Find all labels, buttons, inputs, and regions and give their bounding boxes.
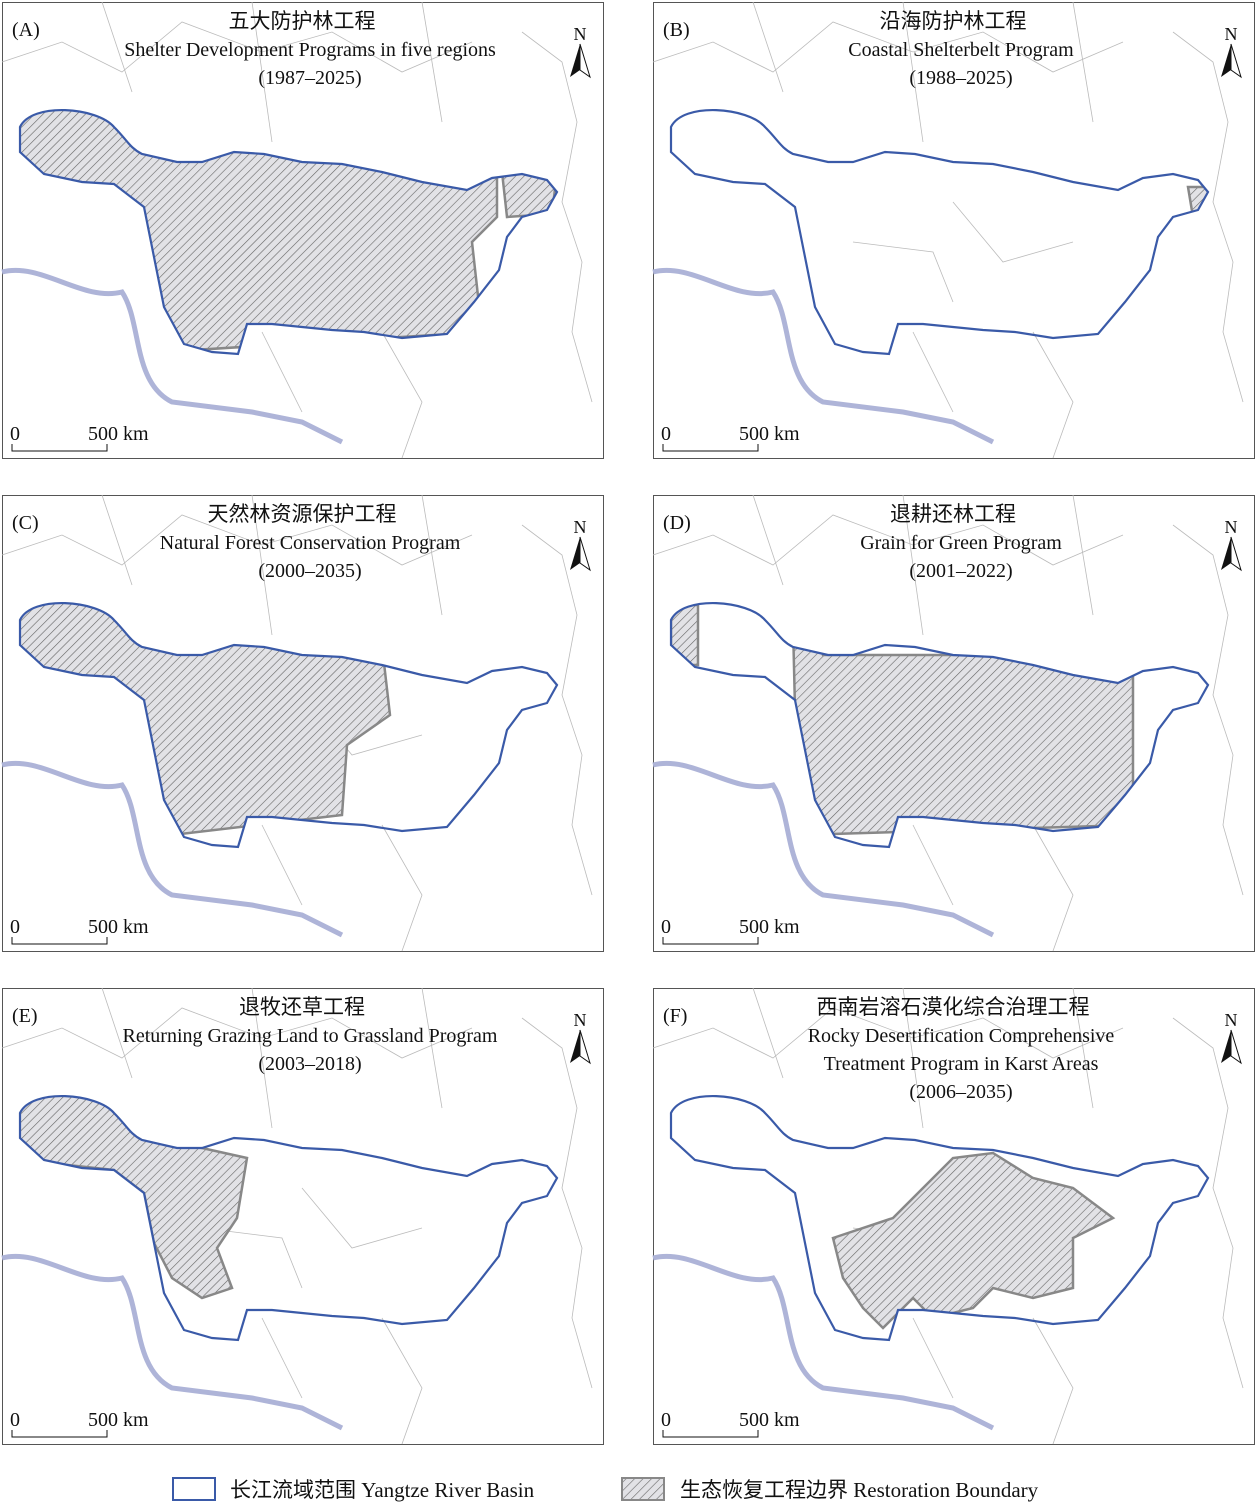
map-panel: (B) 沿海防护林工程 Coastal Shelterbelt Program (19…: [652, 1, 1255, 459]
north-arrow-half: [1230, 1029, 1242, 1065]
scale-start: 0: [10, 1409, 20, 1431]
basin-boundary: [18, 601, 559, 849]
north-arrow: [1221, 537, 1231, 570]
map-panel: (C) 天然林资源保护工程 Natural Forest Conservation …: [1, 494, 604, 952]
province-lines: [652, 1, 1244, 459]
north-label: N: [1225, 517, 1238, 537]
scale-end: 500 km: [88, 916, 149, 938]
map-panel: (D) 退耕还林工程 Grain for Green Program (2001–20…: [652, 494, 1255, 952]
panel-label: (E): [12, 1005, 38, 1027]
scale-end: 500 km: [739, 1409, 800, 1431]
province-lines: [1, 987, 593, 1445]
coastline: [652, 760, 995, 938]
coastline: [1, 760, 344, 938]
north-label: N: [574, 24, 587, 44]
scale-bar: [662, 1430, 759, 1438]
north-arrow-half: [1230, 43, 1242, 79]
title-cn: 退牧还草工程: [239, 995, 365, 1019]
basin-boundary: [18, 108, 559, 356]
title-years: (2001–2022): [909, 560, 1012, 582]
scale-start: 0: [661, 916, 671, 938]
title-years: (2003–2018): [258, 1053, 361, 1075]
scale-start: 0: [661, 1409, 671, 1431]
scale-start: 0: [10, 916, 20, 938]
map-panel: (A) 五大防护林工程 Shelter Development Programs i…: [1, 1, 604, 459]
scale-end: 500 km: [739, 423, 800, 445]
north-arrow: [570, 537, 580, 570]
title-years: (1988–2025): [909, 67, 1012, 89]
north-arrow: [570, 44, 580, 77]
basin-boundary: [18, 1094, 559, 1342]
panel-label: (C): [12, 512, 39, 534]
map-panel: (E) 退牧还草工程 Returning Grazing Land to Grass…: [1, 987, 604, 1445]
north-arrow-half: [579, 43, 591, 79]
north-arrow: [1221, 44, 1231, 77]
coastline: [652, 1253, 995, 1431]
north-arrow: [570, 1030, 580, 1063]
north-label: N: [1225, 1010, 1238, 1030]
title-cn: 天然林资源保护工程: [208, 502, 397, 526]
scale-end: 500 km: [88, 1409, 149, 1431]
north-arrow-half: [579, 1029, 591, 1065]
scale-end: 500 km: [739, 916, 800, 938]
title-en: Shelter Development Programs in five reg…: [124, 39, 496, 61]
title-en: Rocky Desertification Comprehensive: [808, 1025, 1115, 1047]
title-years: (1987–2025): [258, 67, 361, 89]
panel-frame: [2, 988, 604, 1445]
title-en: Natural Forest Conservation Program: [160, 532, 461, 554]
north-label: N: [574, 1010, 587, 1030]
title-en: Grain for Green Program: [860, 532, 1062, 554]
basin-boundary: [669, 1094, 1210, 1342]
scale-bar: [11, 937, 108, 945]
basin-boundary: [669, 601, 1210, 849]
coastline: [1, 267, 344, 445]
basin-boundary: [669, 108, 1210, 356]
north-arrow: [1221, 1030, 1231, 1063]
title-years: (2006–2035): [909, 1081, 1012, 1103]
scale-start: 0: [10, 423, 20, 445]
coastline: [1, 1253, 344, 1431]
title-en: Returning Grazing Land to Grassland Prog…: [123, 1025, 498, 1047]
panel-frame: [653, 2, 1255, 459]
north-arrow-half: [1230, 536, 1242, 572]
title-years: (2000–2035): [258, 560, 361, 582]
title-cn: 退耕还林工程: [890, 502, 1016, 526]
map-panel: (F) 西南岩溶石漠化综合治理工程 Rocky Desertification Co…: [652, 987, 1255, 1445]
scale-start: 0: [661, 423, 671, 445]
title-cn: 沿海防护林工程: [880, 9, 1027, 33]
panel-label: (F): [663, 1005, 687, 1027]
scale-bar: [662, 937, 759, 945]
title-cn: 五大防护林工程: [229, 9, 376, 33]
panel-label: (D): [663, 512, 691, 534]
title-en: Coastal Shelterbelt Program: [848, 39, 1074, 61]
title-en: Treatment Program in Karst Areas: [824, 1053, 1099, 1075]
legend-basin: 长江流域范围 Yangtze River Basin: [230, 1478, 535, 1502]
panel-label: (A): [12, 19, 40, 41]
scale-bar: [662, 444, 759, 452]
north-label: N: [1225, 24, 1238, 44]
north-arrow-half: [579, 536, 591, 572]
legend-restoration-swatch: [621, 1477, 665, 1501]
coastline: [652, 267, 995, 445]
scale-bar: [11, 1430, 108, 1438]
restoration-area: [831, 1151, 1116, 1330]
scale-end: 500 km: [88, 423, 149, 445]
panel-label: (B): [663, 19, 690, 41]
title-cn: 西南岩溶石漠化综合治理工程: [817, 995, 1090, 1019]
legend-restoration: 生态恢复工程边界 Restoration Boundary: [680, 1478, 1039, 1502]
north-label: N: [574, 517, 587, 537]
scale-bar: [11, 444, 108, 452]
legend-basin-swatch: [172, 1477, 216, 1501]
